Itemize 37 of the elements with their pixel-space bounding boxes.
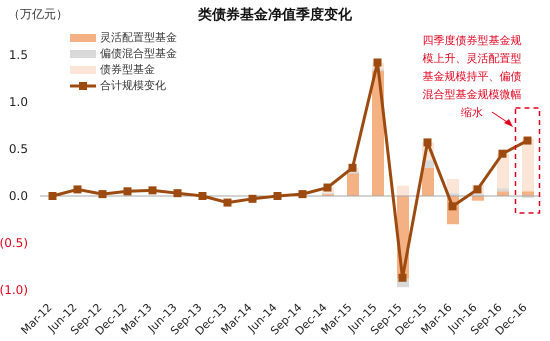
- point: [524, 136, 532, 145]
- legend-label: 偏债混合型基金: [100, 47, 177, 61]
- point: [224, 198, 232, 207]
- y-tick-label: 1.0: [8, 95, 28, 109]
- bar: [447, 179, 459, 194]
- point: [274, 192, 282, 200]
- point: [348, 164, 356, 172]
- bar: [522, 138, 534, 192]
- legend-label: 灵活配置型基金: [100, 31, 177, 45]
- point: [498, 150, 506, 158]
- point: [48, 192, 56, 200]
- point: [124, 187, 132, 196]
- point: [174, 189, 182, 198]
- point: [374, 58, 382, 67]
- chart-title: 类债券基金净值季度变化: [198, 7, 352, 23]
- y-tick-label: (0.5): [0, 236, 28, 250]
- point: [424, 138, 432, 146]
- y-tick-label: 0.5: [8, 142, 28, 156]
- y-tick-label: 0.0: [8, 189, 28, 203]
- annotation: 四季度债券型基金规模上升、灵活配置型基金规模持平、偏债混合型基金规模微幅缩水: [422, 33, 522, 121]
- bar: [497, 188, 509, 192]
- point: [198, 192, 206, 200]
- point: [324, 184, 332, 192]
- legend-label: 债券型基金: [100, 63, 155, 77]
- bar: [347, 173, 359, 196]
- point: [98, 190, 106, 198]
- y-axis-title: （万亿元）: [8, 6, 68, 23]
- y-tick-label: (1.0): [0, 283, 28, 297]
- point: [298, 190, 306, 198]
- legend-label: 合计规模变化: [100, 79, 166, 93]
- point: [398, 274, 406, 282]
- y-tick-label: 1.5: [8, 48, 28, 62]
- bar: [397, 186, 409, 196]
- bar: [422, 168, 434, 196]
- point: [74, 185, 82, 194]
- point: [248, 194, 256, 203]
- point: [148, 186, 156, 194]
